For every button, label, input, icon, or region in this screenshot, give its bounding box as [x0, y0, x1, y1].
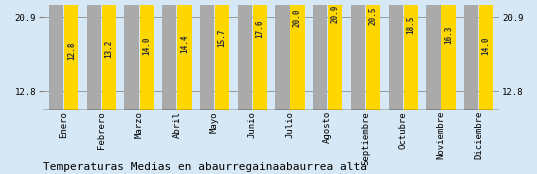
Bar — [275, 4, 289, 110]
Bar — [441, 0, 456, 110]
Bar — [237, 4, 252, 110]
Text: 17.6: 17.6 — [256, 20, 264, 38]
Bar — [49, 4, 63, 110]
Bar — [313, 4, 328, 110]
Text: 12.8: 12.8 — [67, 42, 76, 60]
Bar — [426, 4, 440, 110]
Bar — [140, 0, 154, 110]
Bar — [479, 0, 494, 110]
Text: 14.4: 14.4 — [180, 34, 189, 53]
Bar — [388, 4, 403, 110]
Bar — [215, 0, 229, 110]
Bar — [64, 0, 78, 110]
Bar — [404, 0, 418, 110]
Text: 20.5: 20.5 — [368, 6, 378, 25]
Text: 15.7: 15.7 — [217, 29, 227, 47]
Text: 18.5: 18.5 — [407, 16, 415, 34]
Text: 14.0: 14.0 — [142, 36, 151, 55]
Bar — [200, 4, 214, 110]
Bar — [291, 0, 305, 110]
Bar — [102, 0, 116, 110]
Text: 13.2: 13.2 — [105, 40, 113, 58]
Bar — [253, 0, 267, 110]
Bar — [177, 0, 192, 110]
Bar — [366, 0, 380, 110]
Bar — [86, 4, 101, 110]
Bar — [328, 0, 343, 110]
Text: 16.3: 16.3 — [444, 26, 453, 44]
Bar — [464, 4, 478, 110]
Text: 20.0: 20.0 — [293, 9, 302, 27]
Bar — [351, 4, 365, 110]
Text: Temperaturas Medias en abaurregainaabaurrea alta: Temperaturas Medias en abaurregainaabaur… — [43, 162, 367, 172]
Bar — [125, 4, 139, 110]
Bar — [162, 4, 177, 110]
Text: 20.9: 20.9 — [331, 5, 340, 23]
Text: 14.0: 14.0 — [482, 36, 491, 55]
